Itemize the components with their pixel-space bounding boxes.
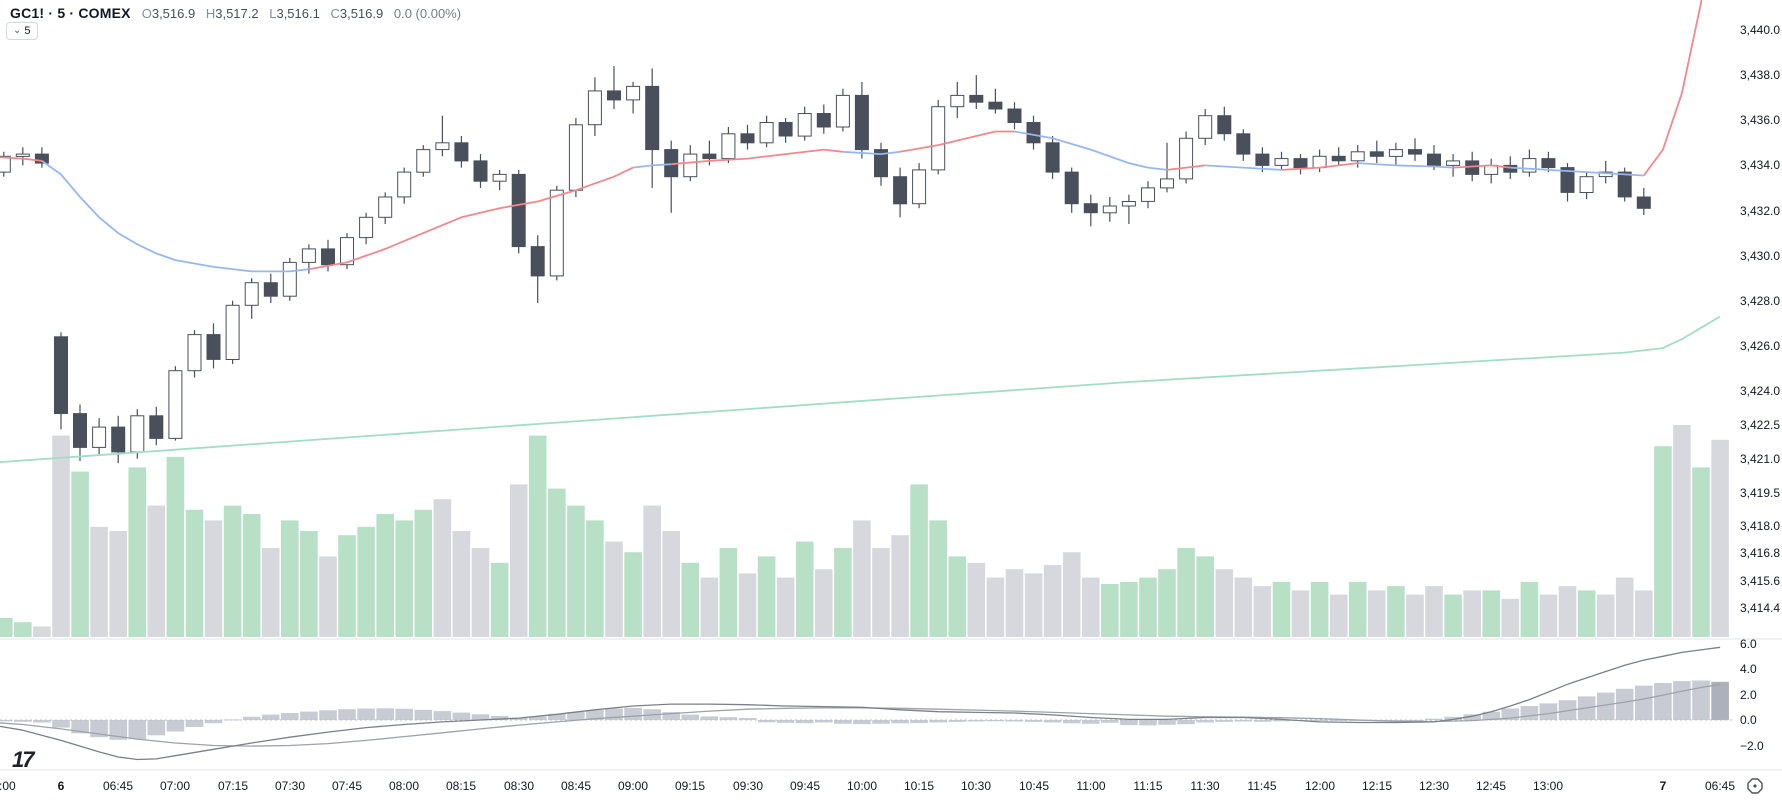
ma-fast-line-rising bbox=[899, 130, 1015, 153]
exchange-name[interactable]: COMEX bbox=[78, 5, 131, 21]
chart-header: GC1! · 5 · COMEX O3,516.9 H3,517.2 L3,51… bbox=[10, 5, 461, 21]
close-label: C bbox=[330, 6, 340, 21]
price-tick-label: 3,436.0 bbox=[1740, 113, 1781, 127]
price-tick-label: 3,422.5 bbox=[1740, 418, 1781, 432]
time-tick-label: 11:45 bbox=[1247, 779, 1277, 793]
time-tick-label: 11:15 bbox=[1133, 779, 1163, 793]
interval-value[interactable]: 5 bbox=[57, 5, 66, 21]
ma-fast-line-falling bbox=[1205, 164, 1282, 171]
tradingview-logo[interactable]: 17 bbox=[12, 747, 35, 772]
chevron-down-icon: ⌄ bbox=[13, 25, 22, 36]
macd-tick-label: 0.0 bbox=[1740, 713, 1757, 727]
price-tick-label: 3,430.0 bbox=[1740, 249, 1781, 263]
time-tick-label: 6 bbox=[57, 779, 65, 793]
price-tick-label: 3,414.4 bbox=[1740, 601, 1781, 615]
close-value: 3,516.9 bbox=[339, 6, 384, 21]
price-tick-label: 3,424.0 bbox=[1740, 384, 1781, 398]
change-value: 0.0 (0.00%) bbox=[393, 6, 462, 21]
price-tick-label: 3,415.6 bbox=[1740, 574, 1781, 588]
time-tick-label: 08:15 bbox=[445, 779, 477, 793]
macd-tick-label: 2.0 bbox=[1740, 688, 1757, 702]
ma-fast-line-rising bbox=[0, 156, 43, 162]
time-tick-label: 10:30 bbox=[960, 779, 992, 793]
ma-fast-line-rising bbox=[1453, 164, 1511, 169]
interval-button-label: 5 bbox=[24, 25, 31, 37]
ma-slow-line bbox=[0, 315, 1721, 464]
settings-gear-icon bbox=[1747, 778, 1763, 794]
time-tick-label: 12:30 bbox=[1418, 779, 1450, 793]
time-tick-label: 11:30 bbox=[1190, 779, 1220, 793]
interval-button[interactable]: ⌄ 5 bbox=[6, 22, 38, 40]
macd-tick-label: −2.0 bbox=[1740, 739, 1764, 753]
ma-fast-line-rising bbox=[308, 166, 634, 271]
time-tick-label: 3:00 bbox=[0, 779, 16, 793]
price-tick-label: 3,419.5 bbox=[1740, 486, 1781, 500]
price-tick-label: 3,438.0 bbox=[1740, 68, 1781, 82]
symbol-title[interactable]: GC1! · 5 · COMEX bbox=[10, 5, 131, 21]
time-tick-label: 06:45 bbox=[102, 779, 134, 793]
macd-tick-label: 6.0 bbox=[1740, 637, 1757, 651]
time-tick-label: 09:45 bbox=[789, 779, 821, 793]
low-label: L bbox=[269, 6, 277, 21]
low-value: 3,516.1 bbox=[276, 6, 320, 21]
price-tick-label: 3,432.0 bbox=[1740, 204, 1781, 218]
price-scale[interactable]: 3,440.0 3,438.0 3,436.0 3,434.0 3,432.0 3,430… bbox=[1740, 0, 1782, 801]
time-tick-label: 13:00 bbox=[1532, 779, 1564, 793]
time-tick-label: 10:15 bbox=[903, 779, 935, 793]
time-tick-label: 12:45 bbox=[1475, 779, 1507, 793]
price-tick-label: 3,428.0 bbox=[1740, 294, 1781, 308]
time-tick-label: 08:45 bbox=[560, 779, 592, 793]
time-tick-label: 12:00 bbox=[1304, 779, 1336, 793]
ma-fast-line-falling bbox=[1357, 162, 1454, 169]
price-tick-label: 3,434.0 bbox=[1740, 158, 1781, 172]
open-value: 3,516.9 bbox=[151, 6, 196, 21]
time-tick-label: 09:00 bbox=[617, 779, 649, 793]
time-tick-label: 09:30 bbox=[732, 779, 764, 793]
ma-fast-line-rising bbox=[671, 148, 844, 166]
price-tick-label: 3,416.8 bbox=[1740, 546, 1781, 560]
time-tick-label: 7 bbox=[1659, 779, 1667, 793]
macd-signal-line bbox=[0, 683, 1721, 747]
price-tick-label: 3,440.0 bbox=[1740, 23, 1781, 37]
volume-layer bbox=[0, 425, 1729, 637]
macd-line bbox=[0, 646, 1721, 761]
macd-tick-label: 4.0 bbox=[1740, 662, 1757, 676]
price-tick-label: 3,418.0 bbox=[1740, 519, 1781, 533]
separator-dot: · bbox=[69, 5, 75, 21]
ma-fast-line-rising bbox=[1166, 164, 1206, 171]
ma-fast-line-falling bbox=[842, 150, 901, 155]
macd-histogram bbox=[0, 680, 1729, 740]
time-tick-label: 09:15 bbox=[674, 779, 706, 793]
symbol-name[interactable]: GC1! bbox=[10, 5, 45, 21]
candles-layer bbox=[0, 66, 1651, 464]
ma-fast-line-rising bbox=[1643, 0, 1703, 177]
time-tick-label: 10:45 bbox=[1018, 779, 1050, 793]
time-tick-label: 11:00 bbox=[1076, 779, 1106, 793]
ma-fast-line-falling bbox=[1510, 166, 1644, 177]
separator-dot: · bbox=[48, 5, 54, 21]
open-label: O bbox=[141, 6, 152, 21]
high-value: 3,517.2 bbox=[215, 6, 259, 21]
time-tick-label: 07:45 bbox=[331, 779, 363, 793]
price-tick-label: 3,421.0 bbox=[1740, 452, 1781, 466]
time-tick-label: 06:45 bbox=[1704, 779, 1736, 793]
time-tick-label: 07:00 bbox=[159, 779, 191, 793]
ma-fast-line-falling bbox=[632, 163, 672, 169]
time-tick-label: 08:00 bbox=[388, 779, 420, 793]
time-tick-label: 07:15 bbox=[217, 779, 249, 793]
ma-fast-line-falling bbox=[41, 160, 310, 273]
high-label: H bbox=[205, 6, 216, 21]
time-scale[interactable]: 3:00 6 06:45 07:00 07:15 07:30 07:45 08:00 08:15… bbox=[0, 771, 1782, 801]
ma-fast-line-falling bbox=[1014, 130, 1168, 171]
time-tick-label: 08:30 bbox=[503, 779, 535, 793]
time-tick-label: 10:00 bbox=[846, 779, 878, 793]
price-tick-label: 3,426.0 bbox=[1740, 339, 1781, 353]
ma-fast-line-rising bbox=[1281, 162, 1358, 171]
time-tick-label: 12:15 bbox=[1361, 779, 1393, 793]
ohlc-readout: O3,516.9 H3,517.2 L3,516.1 C3,516.9 0.0 … bbox=[142, 6, 461, 21]
timezone-settings-button[interactable] bbox=[1737, 771, 1782, 801]
time-tick-label: 07:30 bbox=[274, 779, 306, 793]
